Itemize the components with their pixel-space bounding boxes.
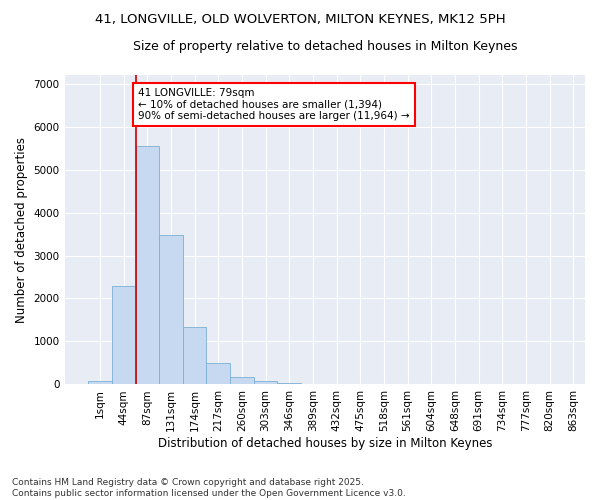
Bar [206,364,230,384]
Text: Contains HM Land Registry data © Crown copyright and database right 2025.
Contai: Contains HM Land Registry data © Crown c… [12,478,406,498]
Bar [159,236,183,384]
Bar [136,146,159,384]
X-axis label: Distribution of detached houses by size in Milton Keynes: Distribution of detached houses by size … [158,437,492,450]
Bar [183,328,206,384]
Title: Size of property relative to detached houses in Milton Keynes: Size of property relative to detached ho… [133,40,517,53]
Bar [277,382,301,384]
Text: 41, LONGVILLE, OLD WOLVERTON, MILTON KEYNES, MK12 5PH: 41, LONGVILLE, OLD WOLVERTON, MILTON KEY… [95,12,505,26]
Bar [254,380,277,384]
Bar [88,381,112,384]
Bar [112,286,136,384]
Bar [230,377,254,384]
Text: 41 LONGVILLE: 79sqm
← 10% of detached houses are smaller (1,394)
90% of semi-det: 41 LONGVILLE: 79sqm ← 10% of detached ho… [138,88,410,121]
Y-axis label: Number of detached properties: Number of detached properties [15,136,28,322]
